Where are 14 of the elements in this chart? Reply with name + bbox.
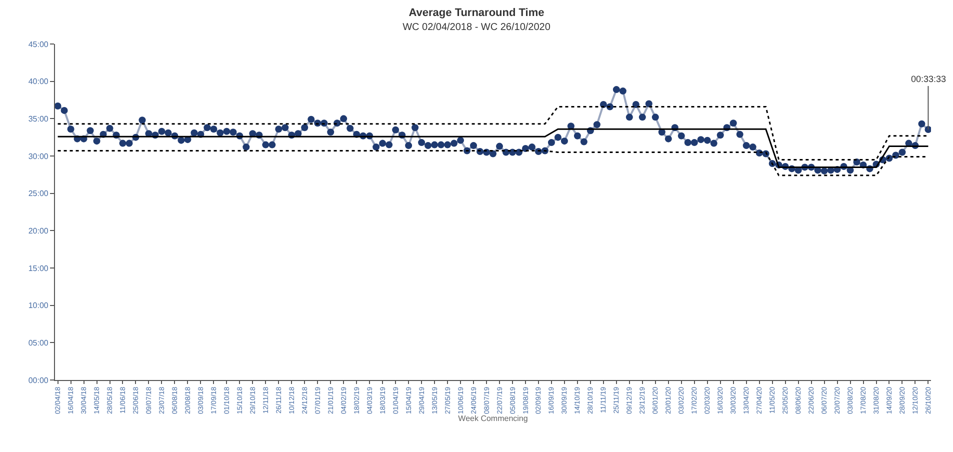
y-tick-label: 45:00 [28, 40, 49, 49]
y-tick-label: 15:00 [28, 264, 49, 273]
y-tick-label: 10:00 [28, 301, 49, 310]
y-tick-label: 00:00 [28, 376, 49, 385]
annotation: 00:33:33 [911, 74, 946, 84]
y-tick-label: 35:00 [28, 114, 49, 124]
y-tick-label: 05:00 [28, 338, 49, 348]
x-axis-title: Week Commencing [458, 414, 528, 424]
y-tick-label: 25:00 [28, 189, 49, 198]
y-tick-label: 40:00 [28, 77, 49, 86]
y-tick-label: 30:00 [28, 152, 49, 161]
chart-subtitle: WC 02/04/2018 - WC 26/10/2020 [402, 22, 551, 34]
chart-title: Average Turnaround Time [408, 6, 544, 19]
y-tick-label: 20:00 [28, 226, 49, 236]
